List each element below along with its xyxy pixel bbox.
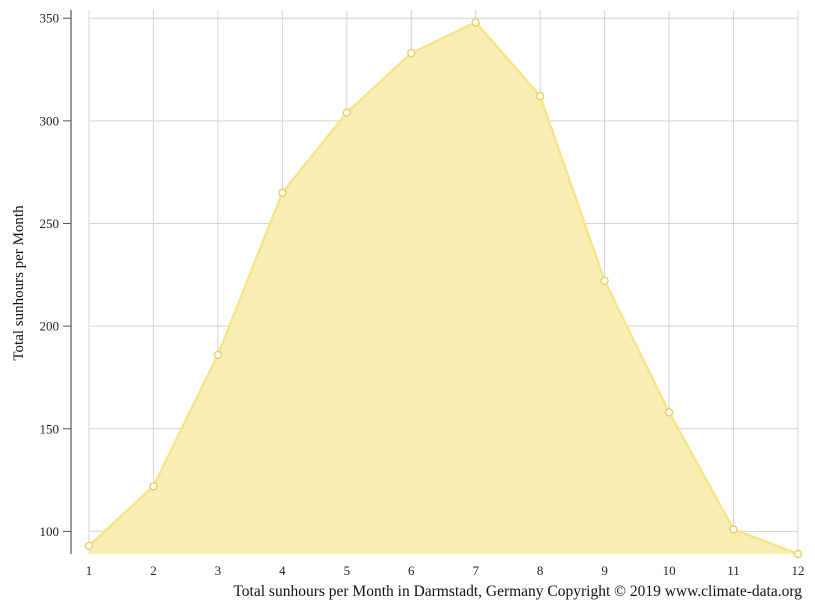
x-tick-label: 11 — [727, 563, 740, 578]
chart-caption: Total sunhours per Month in Darmstadt, G… — [233, 583, 802, 600]
x-tick-label: 7 — [472, 563, 479, 578]
y-tick-label: 150 — [40, 421, 60, 436]
data-point — [600, 276, 609, 286]
data-point — [342, 108, 352, 117]
x-tick-label: 4 — [279, 563, 286, 578]
data-point — [278, 188, 287, 197]
data-point — [149, 482, 158, 491]
x-tick-label: 3 — [215, 563, 222, 578]
data-point — [471, 18, 480, 27]
data-points — [84, 18, 803, 559]
series-line — [88, 20, 799, 556]
area-fill — [89, 22, 798, 555]
data-point — [407, 48, 416, 58]
data-point — [664, 408, 674, 417]
data-point — [213, 350, 223, 360]
y-tick-label: 350 — [40, 11, 60, 26]
y-axis-label: Total sunhours per Month — [11, 205, 27, 361]
y-tick-label: 100 — [40, 524, 60, 539]
data-point — [729, 525, 738, 534]
x-tick-label: 2 — [150, 563, 157, 578]
y-tick-label: 300 — [40, 113, 60, 128]
x-tick-label: 12 — [792, 563, 805, 578]
x-tick-label: 6 — [408, 563, 415, 578]
x-tick-label: 5 — [344, 563, 351, 578]
x-tick-label: 9 — [601, 563, 608, 578]
y-tick-label: 250 — [40, 216, 60, 231]
x-tick-label: 10 — [663, 563, 676, 578]
area-layer — [88, 20, 799, 556]
y-tick-label: 200 — [40, 319, 60, 334]
data-point — [793, 549, 803, 559]
x-tick-label: 8 — [537, 563, 544, 578]
data-point — [535, 92, 545, 101]
axes — [63, 10, 72, 554]
data-point — [84, 541, 94, 550]
x-tick-label: 1 — [86, 563, 93, 578]
